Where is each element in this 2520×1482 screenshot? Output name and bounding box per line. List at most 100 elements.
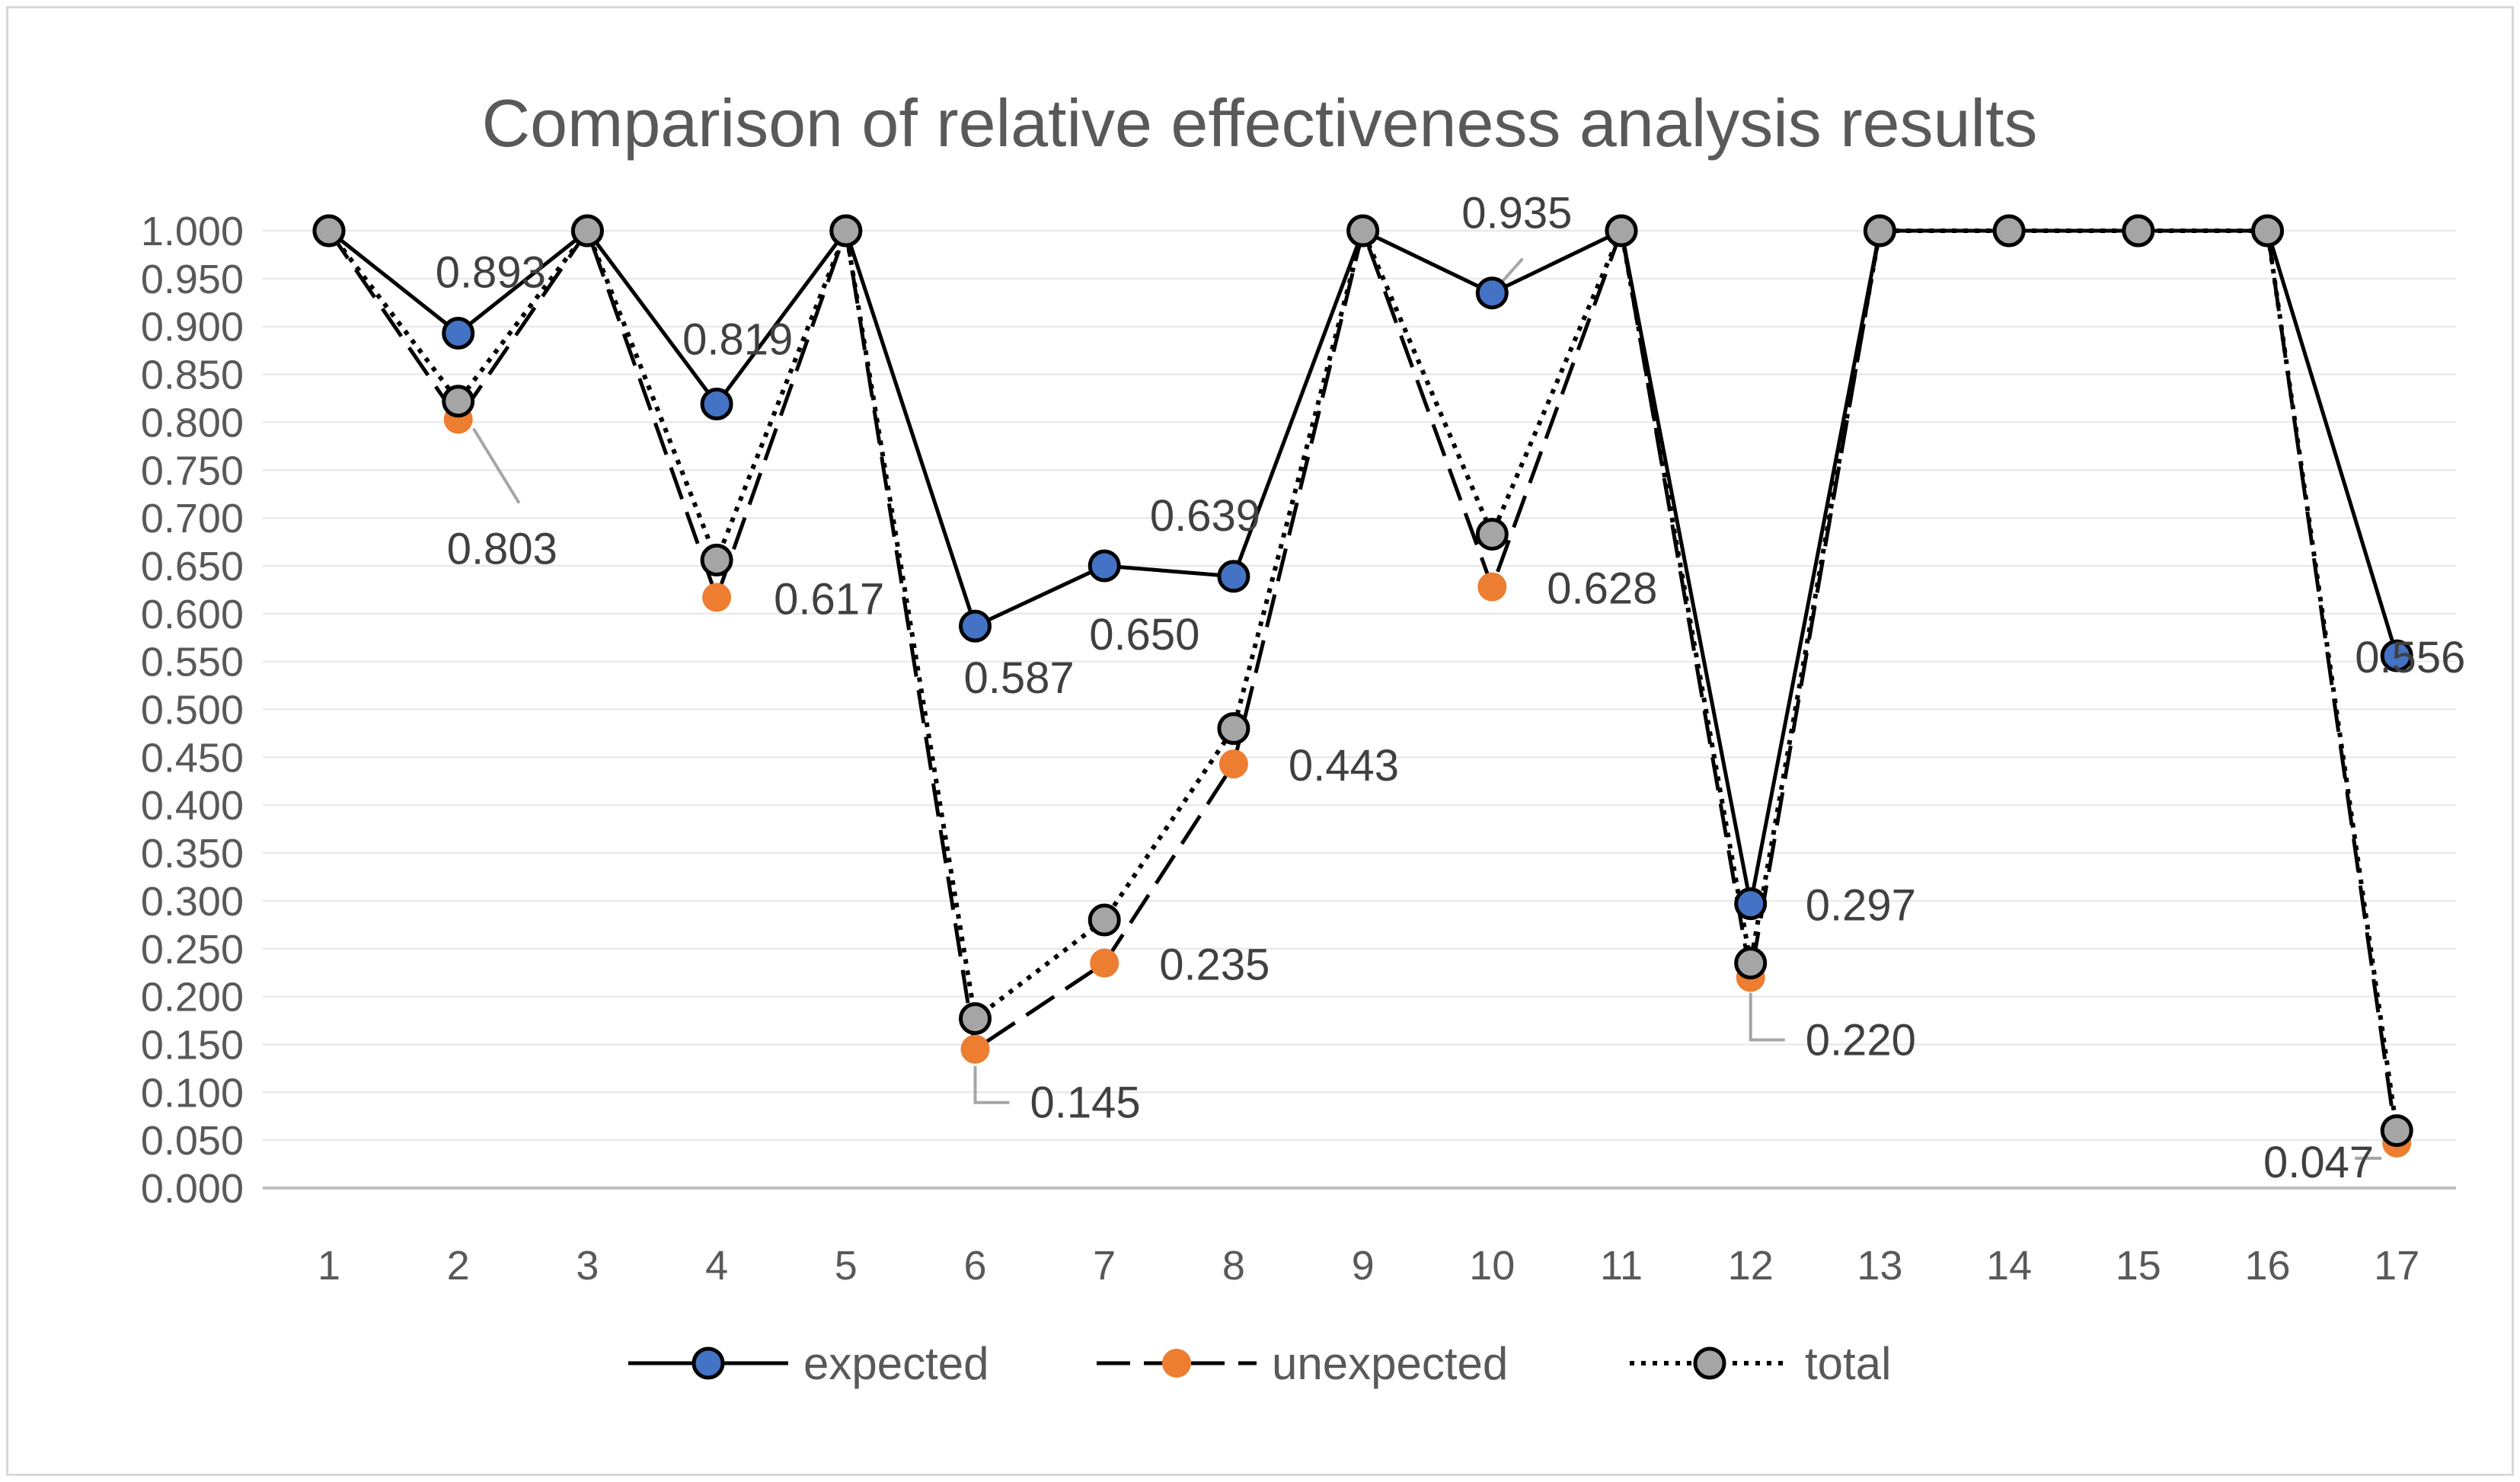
marker-total	[1475, 517, 1509, 551]
y-tick-label: 0.600	[141, 592, 244, 637]
x-tick-label: 5	[835, 1243, 858, 1289]
x-tick-label: 1	[318, 1243, 340, 1289]
y-tick-label: 0.200	[141, 975, 244, 1020]
data-label-unexpected: 0.443	[1289, 741, 1399, 791]
x-tick-label: 14	[1986, 1243, 2032, 1289]
marker-total	[2122, 214, 2155, 248]
data-label-expected: 0.650	[1089, 610, 1199, 660]
marker-expected	[2380, 639, 2413, 672]
y-tick-label: 0.050	[141, 1118, 244, 1164]
x-tick-label: 3	[576, 1243, 599, 1289]
marker-unexpected	[1218, 749, 1248, 779]
y-tick-label: 1.000	[141, 209, 244, 254]
marker-unexpected	[1090, 948, 1119, 978]
marker-total	[2380, 1114, 2413, 1148]
x-tick-label: 11	[1600, 1243, 1643, 1289]
y-tick-label: 0.650	[141, 544, 244, 589]
marker-total	[959, 1002, 992, 1036]
data-label-unexpected: 0.220	[1806, 1015, 1916, 1065]
legend-item-unexpected: unexpected	[1097, 1338, 1508, 1389]
x-tick-label: 17	[2374, 1243, 2419, 1289]
marker-expected	[1217, 560, 1250, 593]
x-tick-label: 6	[963, 1243, 986, 1289]
marker-unexpected	[960, 1034, 990, 1064]
series-markers	[312, 214, 2413, 1158]
legend-swatch-marker	[691, 1346, 725, 1380]
marker-total	[1863, 214, 1896, 248]
marker-total	[1992, 214, 2026, 248]
marker-total	[1088, 903, 1121, 937]
label-leader-lines	[471, 257, 2382, 1160]
marker-total	[1734, 947, 1768, 980]
series-line-expected	[327, 228, 2399, 906]
series-lines	[327, 228, 2400, 1144]
y-tick-label: 0.750	[141, 448, 244, 493]
marker-total	[1346, 214, 1380, 248]
y-tick-label: 0.700	[141, 496, 244, 541]
y-tick-label: 0.150	[141, 1022, 244, 1068]
data-label-unexpected: 0.628	[1547, 564, 1657, 614]
marker-expected	[959, 609, 992, 643]
y-tick-label: 0.800	[141, 400, 244, 446]
marker-total	[1217, 712, 1250, 746]
data-label-expected: 0.297	[1806, 881, 1916, 931]
marker-total	[829, 214, 863, 248]
data-label-expected: 0.556	[2355, 633, 2465, 682]
y-tick-label: 0.450	[141, 735, 244, 781]
marker-total	[1605, 214, 1638, 248]
data-label-unexpected: 0.047	[2263, 1138, 2374, 1187]
legend-swatch-marker	[1162, 1349, 1191, 1378]
y-tick-label: 0.850	[141, 353, 244, 398]
y-tick-label: 0.000	[141, 1166, 244, 1212]
x-tick-label: 7	[1093, 1243, 1116, 1289]
x-tick-label: 12	[1728, 1243, 1774, 1289]
chart-title: Comparison of relative effectiveness ana…	[482, 85, 2038, 161]
marker-total	[442, 385, 475, 418]
x-tick-label: 10	[1469, 1243, 1515, 1289]
y-tick-label: 0.300	[141, 879, 244, 925]
series-line-total	[327, 228, 2400, 1132]
marker-total	[570, 214, 604, 248]
y-tick-label: 0.950	[141, 257, 244, 302]
legend-label: unexpected	[1272, 1338, 1508, 1389]
marker-unexpected	[702, 583, 732, 612]
x-axis: 1 2 3 4 5 6 7 8 9 10 11 12 13 14 15 16 17	[263, 1187, 2456, 1289]
y-tick-label: 0.400	[141, 783, 244, 829]
legend-item-total: total	[1630, 1338, 1891, 1389]
marker-total	[700, 543, 733, 577]
legend-swatch-marker	[1693, 1346, 1726, 1380]
data-label-expected: 0.893	[436, 248, 546, 297]
legend-item-expected: expected	[628, 1338, 989, 1389]
legend: expected unexpected total	[628, 1338, 1891, 1389]
x-tick-label: 13	[1857, 1243, 1902, 1289]
x-tick-label: 2	[447, 1243, 470, 1289]
marker-expected	[1088, 549, 1121, 583]
data-label-unexpected: 0.145	[1030, 1078, 1141, 1128]
x-tick-label: 8	[1222, 1243, 1245, 1289]
leader-line	[973, 1065, 1010, 1104]
data-labels: 0.893 0.803 0.819 0.617 0.587 0.650 0.639 0.145…	[436, 189, 2466, 1187]
data-label-unexpected: 0.803	[447, 525, 557, 574]
marker-expected	[1734, 887, 1768, 921]
legend-label: expected	[803, 1338, 989, 1389]
marker-total	[312, 214, 346, 248]
x-tick-label: 16	[2244, 1243, 2290, 1289]
y-axis: 0.0000.0500.1000.1500.2000.2500.3000.350…	[141, 209, 244, 1212]
leader-line	[471, 427, 521, 504]
marker-expected	[1475, 276, 1509, 310]
gridlines	[263, 230, 2456, 1142]
y-tick-label: 0.900	[141, 305, 244, 350]
legend-label: total	[1805, 1338, 1891, 1389]
y-tick-label: 0.350	[141, 831, 244, 877]
data-label-expected: 0.587	[964, 653, 1075, 703]
data-label-expected: 0.639	[1150, 491, 1260, 541]
y-tick-label: 0.250	[141, 927, 244, 973]
marker-expected	[700, 388, 733, 421]
chart-frame	[6, 6, 2514, 1476]
x-tick-label: 15	[2116, 1243, 2161, 1289]
data-label-expected: 0.935	[1461, 189, 1572, 238]
leader-line	[1749, 992, 1785, 1042]
marker-total	[2251, 214, 2284, 248]
data-label-unexpected: 0.617	[774, 574, 884, 624]
